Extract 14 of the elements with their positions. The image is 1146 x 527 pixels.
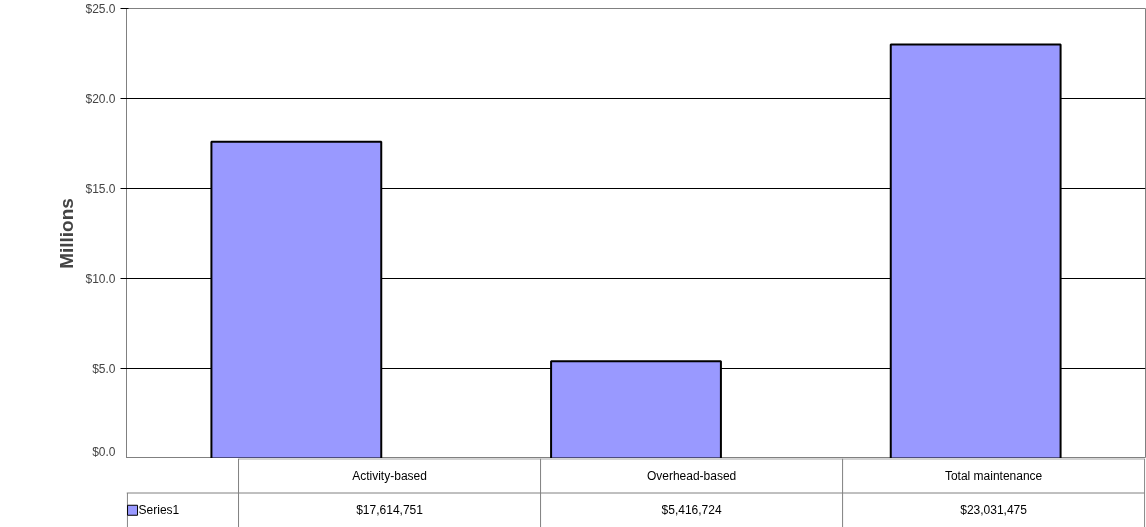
x-tick-label: Activity-based [352,468,427,483]
legend-label: Series1 [138,503,180,518]
y-tick-label: $5.0 [92,361,116,376]
y-tick-label: $25.0 [85,1,116,16]
y-axis-title: Millions [56,198,78,269]
text: $5,416,724 [661,503,722,518]
y-tick-label: $0.0 [92,444,116,459]
x-tick-label: Total maintenance [944,468,1043,483]
y-tick-label: $20.0 [85,91,116,106]
x-tick-label: Overhead-based [646,468,737,483]
y-tick-label: $15.0 [85,181,116,196]
text: $17,614,751 [356,503,424,518]
y-tick-label: $10.0 [85,271,116,286]
text: $23,031,475 [960,503,1028,518]
